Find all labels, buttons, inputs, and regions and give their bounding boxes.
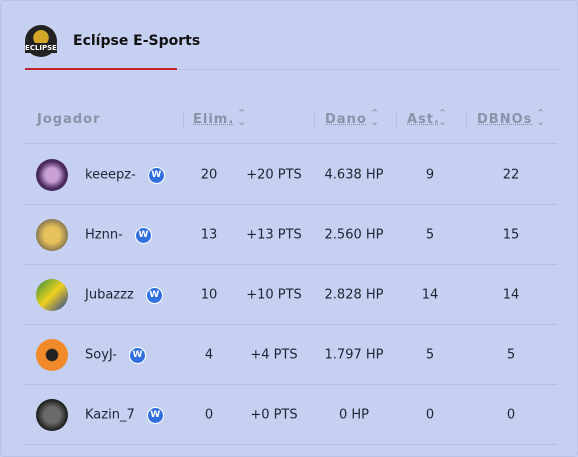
verified-badge: W (145, 287, 163, 304)
row-divider (25, 444, 557, 445)
stat-cell: 9 (425, 167, 435, 183)
sort-icon: ⌃ ⌄ (438, 107, 448, 128)
player-name[interactable]: Hznn- (85, 227, 123, 243)
row-divider (25, 324, 557, 325)
stat-cell: +0 PTS (250, 407, 298, 423)
row-divider (25, 204, 557, 205)
sort-icon: ⌃ ⌄ (370, 107, 380, 128)
column-separator (396, 111, 397, 129)
stat-cell: 2.560 HP (324, 227, 384, 243)
column-separator (183, 111, 184, 129)
player-avatar (36, 279, 68, 311)
sort-icon: ⌃ ⌄ (536, 107, 546, 128)
stat-cell: 5 (425, 347, 435, 363)
column-header[interactable]: Dano (325, 112, 367, 127)
stat-cell: 5 (506, 347, 516, 363)
stat-cell: 2.828 HP (324, 287, 384, 303)
stat-cell: 14 (421, 287, 439, 303)
player-name[interactable]: keeepz- (85, 167, 136, 183)
player-name[interactable]: Kazin_7 (85, 407, 135, 423)
verified-badge: W (147, 167, 165, 184)
team-tab[interactable]: Eclípse E-Sports (73, 33, 201, 49)
stat-cell: 5 (425, 227, 435, 243)
column-header: Jogador (37, 112, 101, 127)
row-divider (25, 264, 557, 265)
stat-cell: 13 (200, 227, 218, 243)
row-divider (25, 384, 557, 385)
player-avatar (36, 219, 68, 251)
team-logo-text: ECLIPSE (25, 43, 57, 53)
stat-cell: 4 (204, 347, 214, 363)
row-divider (25, 143, 557, 144)
stat-cell: 22 (502, 167, 520, 183)
stat-cell: +10 PTS (246, 287, 302, 303)
stat-cell: 0 (204, 407, 214, 423)
column-header[interactable]: Elim. (193, 112, 235, 127)
player-avatar (36, 159, 68, 191)
stat-cell: +20 PTS (246, 167, 302, 183)
stat-cell: 1.797 HP (324, 347, 384, 363)
stat-cell: 4.638 HP (324, 167, 384, 183)
stat-cell: 14 (502, 287, 520, 303)
stat-cell: 0 HP (338, 407, 370, 423)
stat-cell: 10 (200, 287, 218, 303)
column-header[interactable]: Ast. (407, 112, 440, 127)
column-separator (314, 111, 315, 129)
active-tab-underline (25, 68, 177, 70)
player-avatar (36, 339, 68, 371)
player-name[interactable]: SoyJ- (85, 347, 117, 363)
tab-separator (177, 69, 559, 70)
column-separator (466, 111, 467, 129)
player-name[interactable]: Jubazzz (85, 287, 134, 303)
player-avatar (36, 399, 68, 431)
column-header[interactable]: DBNOs (477, 112, 533, 127)
stat-cell: 0 (506, 407, 516, 423)
verified-badge: W (134, 227, 152, 244)
verified-badge: W (146, 407, 164, 424)
stat-cell: 0 (425, 407, 435, 423)
stat-cell: 20 (200, 167, 218, 183)
stat-cell: +4 PTS (250, 347, 298, 363)
stat-cell: +13 PTS (246, 227, 302, 243)
verified-badge: W (128, 347, 146, 364)
stat-cell: 15 (502, 227, 520, 243)
sort-icon: ⌃ ⌄ (237, 107, 247, 128)
